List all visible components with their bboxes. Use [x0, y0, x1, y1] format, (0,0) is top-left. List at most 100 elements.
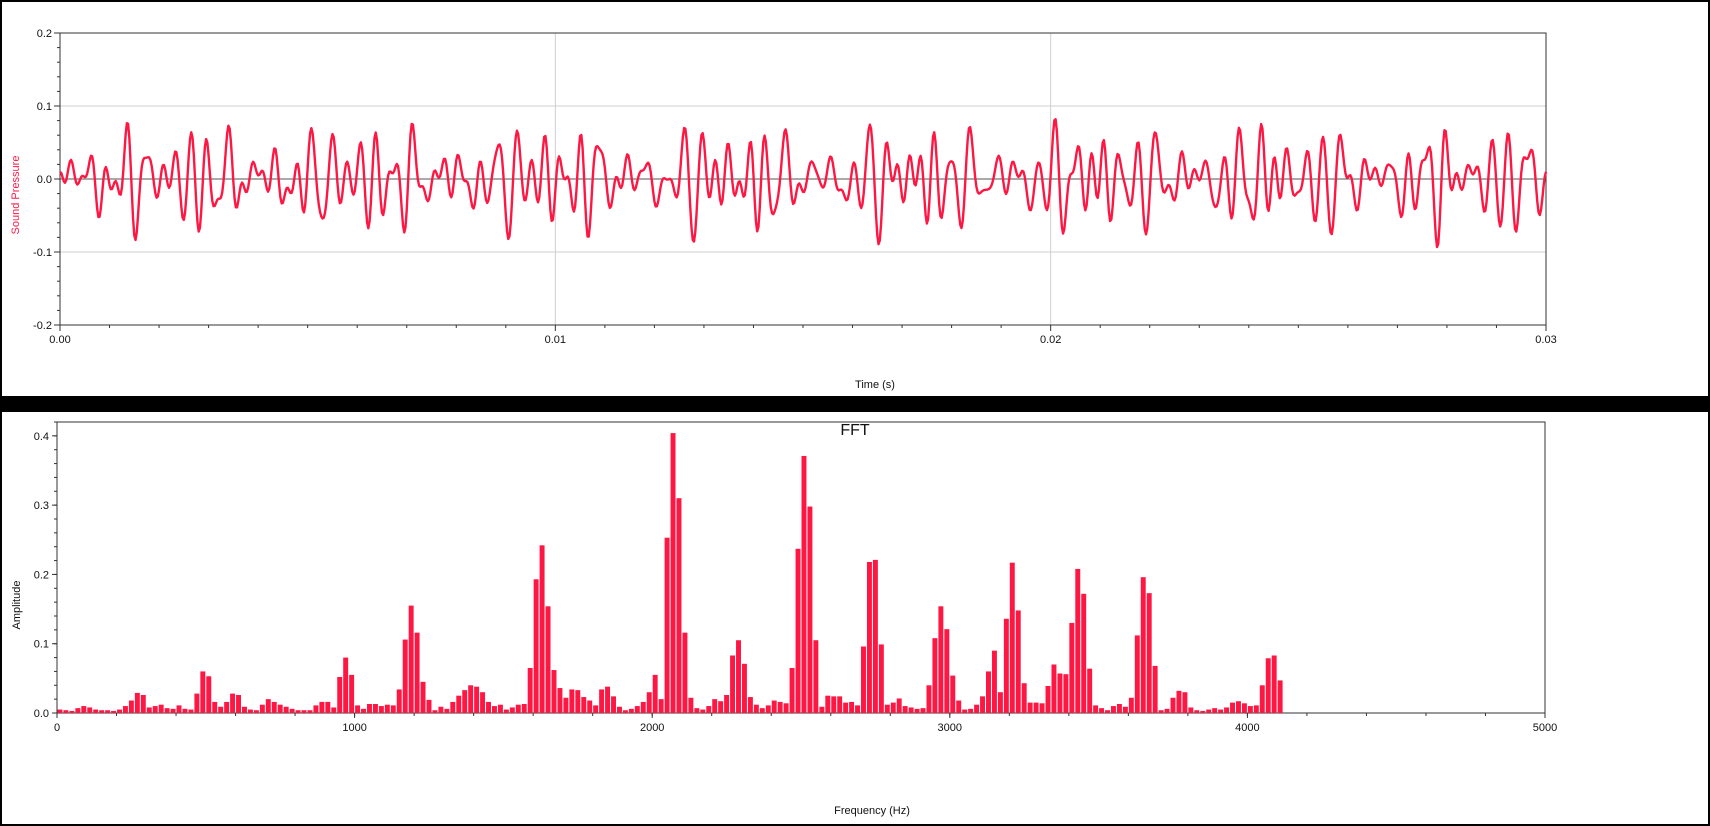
fft-bar	[527, 667, 533, 713]
waveform-y-tick-label: -0.2	[33, 320, 52, 332]
fft-bar	[1224, 707, 1230, 713]
fft-bar	[1200, 710, 1206, 713]
fft-bar	[474, 686, 480, 713]
fft-bar	[212, 701, 218, 713]
fft-bar	[890, 702, 896, 713]
fft-bar	[759, 708, 765, 713]
fft-bar	[712, 699, 718, 713]
fft-bar	[843, 702, 849, 713]
fft-bar	[1063, 674, 1069, 713]
fft-y-tick-label: 0.1	[34, 639, 49, 651]
fft-bar	[283, 706, 289, 713]
fft-bar	[426, 699, 432, 713]
fft-bar	[480, 692, 486, 713]
fft-bar	[384, 704, 390, 713]
waveform-axes	[54, 32, 1547, 331]
fft-y-tick-label: 0.2	[34, 569, 49, 581]
fft-bar	[509, 707, 515, 713]
fft-bar	[1111, 706, 1116, 713]
waveform-series-line	[59, 118, 1548, 249]
fft-x-axis-title: Frequency (Hz)	[834, 805, 910, 817]
fft-bar	[200, 671, 206, 713]
fft-bar	[99, 710, 105, 713]
fft-bar	[741, 663, 747, 713]
fft-bar	[1253, 705, 1259, 713]
fft-bar	[682, 632, 688, 713]
fft-bar	[837, 696, 843, 713]
fft-bar	[378, 706, 384, 713]
fft-bar	[533, 579, 539, 713]
fft-bar	[539, 545, 545, 713]
fft-bar	[1039, 703, 1045, 713]
fft-bar	[57, 709, 63, 713]
fft-bar	[878, 644, 884, 713]
fft-bar	[313, 705, 319, 713]
fft-bar	[938, 606, 944, 713]
fft-bar	[486, 701, 491, 713]
fft-bar	[1128, 697, 1134, 713]
fft-bar	[866, 561, 872, 713]
fft-bar	[1259, 685, 1265, 713]
waveform-panel: 0.2 0.1 0.0 -0.1 -0.2 0.00 0.01 0.02 0.03 Time (…	[2, 2, 1708, 396]
fft-bar	[349, 674, 355, 713]
fft-bar	[75, 708, 81, 713]
fft-bar	[468, 685, 474, 713]
fft-bar	[640, 701, 646, 713]
fft-bar	[1265, 658, 1271, 713]
fft-bar	[1087, 668, 1093, 713]
waveform-x-axis-title: Time (s)	[855, 379, 895, 391]
fft-bar	[1105, 710, 1110, 713]
waveform-ticks: 0.2 0.1 0.0 -0.1 -0.2 0.00 0.01 0.02 0.03	[33, 28, 1557, 346]
fft-bar	[557, 688, 563, 713]
fft-bar	[301, 710, 307, 713]
fft-bar	[611, 696, 616, 713]
fft-bar	[664, 537, 670, 713]
fft-bar	[795, 548, 801, 713]
fft-bar	[1236, 701, 1241, 713]
fft-bar	[783, 703, 789, 713]
fft-bar	[331, 707, 337, 713]
fft-bar	[986, 671, 991, 713]
fft-bar	[176, 705, 182, 713]
fft-bar	[646, 692, 652, 713]
fft-bar	[1247, 706, 1253, 713]
fft-bar	[253, 710, 259, 713]
fft-bar	[950, 675, 956, 713]
fft-bar	[122, 706, 128, 713]
fft-bar	[194, 693, 200, 713]
fft-bar	[700, 709, 706, 713]
waveform-y-tick-label: 0.0	[37, 174, 52, 186]
fft-bar	[438, 706, 444, 713]
fft-bar	[337, 676, 343, 713]
fft-y-axis-title: Amplitude	[11, 581, 23, 630]
fft-bar	[206, 676, 212, 713]
fft-bar	[789, 667, 795, 713]
fft-bar	[355, 705, 361, 713]
fft-bar	[1164, 708, 1170, 713]
fft-bar	[105, 710, 111, 713]
fft-bar	[146, 707, 152, 713]
waveform-y-tick-label: -0.1	[33, 247, 52, 259]
fft-bar	[1206, 709, 1212, 713]
fft-bar	[1009, 562, 1015, 713]
fft-bars	[57, 433, 1283, 713]
fft-bar	[325, 701, 331, 713]
fft-bar	[444, 708, 450, 713]
fft-bar	[140, 694, 146, 713]
fft-bar	[1271, 655, 1277, 713]
fft-bar	[521, 703, 527, 713]
fft-bar	[1140, 577, 1146, 713]
fft-bar	[706, 706, 712, 713]
fft-bar	[1033, 702, 1039, 713]
fft-bar	[188, 709, 194, 713]
fft-bar	[117, 709, 122, 713]
fft-bar	[902, 706, 908, 713]
fft-bar	[605, 686, 611, 713]
fft-bar	[569, 689, 575, 713]
fft-bar	[1015, 610, 1021, 713]
fft-bar	[670, 433, 676, 713]
fft-bar	[1170, 697, 1176, 713]
fft-bar	[265, 699, 271, 713]
fft-bar	[831, 696, 837, 713]
fft-bar	[1134, 635, 1140, 713]
